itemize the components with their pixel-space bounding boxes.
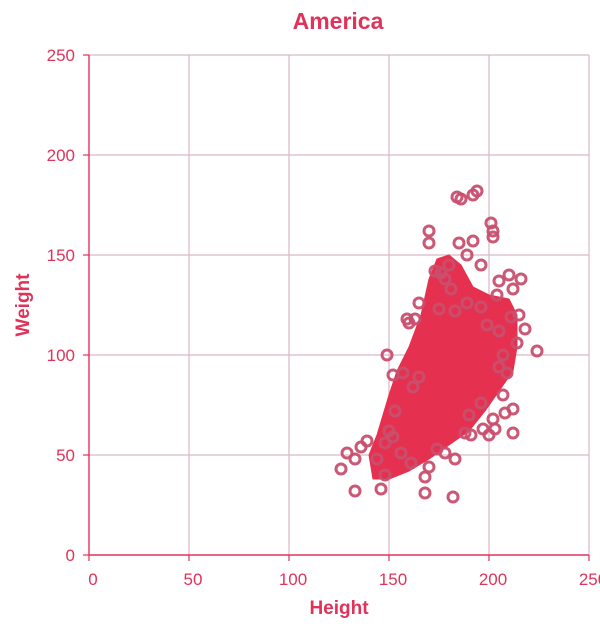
scatter-point <box>500 366 514 380</box>
scatter-point <box>428 264 442 278</box>
scatter-point <box>388 404 402 418</box>
scatter-point <box>412 296 426 310</box>
scatter-point <box>448 304 462 318</box>
scatter-point <box>448 452 462 466</box>
scatter-point <box>418 486 432 500</box>
scatter-point <box>348 452 362 466</box>
scatter-point <box>386 368 400 382</box>
scatter-point <box>446 490 460 504</box>
scatter-point <box>458 426 472 440</box>
grid <box>89 54 590 555</box>
scatter-point <box>506 282 520 296</box>
scatter-point <box>406 380 420 394</box>
scatter-point <box>442 258 456 272</box>
scatter-point <box>422 460 436 474</box>
scatter-point <box>474 258 488 272</box>
y-tick-label: 250 <box>47 46 75 65</box>
scatter-point <box>510 336 524 350</box>
scatter-point <box>496 388 510 402</box>
scatter-point <box>504 310 518 324</box>
scatter-point <box>474 300 488 314</box>
scatter-point <box>430 442 444 456</box>
x-tick-label: 150 <box>379 570 407 589</box>
scatter-point <box>490 288 504 302</box>
scatter-point <box>370 452 384 466</box>
scatter-point <box>452 236 466 250</box>
scatter-point <box>378 436 392 450</box>
scatter-point <box>334 462 348 476</box>
scatter-point <box>496 348 510 362</box>
scatter-point <box>408 312 422 326</box>
scatter-point <box>412 370 426 384</box>
scatter-point <box>486 230 500 244</box>
scatter-point <box>378 468 392 482</box>
scatter-point <box>530 344 544 358</box>
x-axis-title: Height <box>309 598 369 619</box>
scatter-point <box>506 402 520 416</box>
scatter-point <box>480 318 494 332</box>
y-tick-label: 100 <box>47 346 75 365</box>
x-tick-label: 100 <box>279 570 307 589</box>
scatter-point <box>488 422 502 436</box>
scatter-point <box>492 360 506 374</box>
scatter-point <box>348 484 362 498</box>
scatter-point <box>432 302 446 316</box>
scatter-point <box>502 268 516 282</box>
scatter-point <box>506 426 520 440</box>
y-tick-label: 200 <box>47 146 75 165</box>
scatter-point <box>460 248 474 262</box>
scatter-point <box>386 430 400 444</box>
x-tick-label: 250 <box>579 570 600 589</box>
scatter-point <box>470 184 484 198</box>
scatter-point <box>394 446 408 460</box>
x-tick-label: 200 <box>479 570 507 589</box>
scatter-point <box>422 224 436 238</box>
y-tick-label: 0 <box>66 546 75 565</box>
scatter-point <box>486 224 500 238</box>
scatter-point <box>514 272 528 286</box>
scatter-point <box>464 428 478 442</box>
scatter-point <box>340 446 354 460</box>
scatter-point <box>518 322 532 336</box>
scatter-point <box>474 396 488 410</box>
y-tick-label: 150 <box>47 246 75 265</box>
scatter-point <box>360 434 374 448</box>
scatter-point <box>444 282 458 296</box>
scatter-point <box>422 236 436 250</box>
chart-title: America <box>293 8 384 34</box>
x-tick-label: 0 <box>88 570 97 589</box>
scatter-point <box>484 216 498 230</box>
scatter-point <box>438 272 452 286</box>
y-axis-ticks: 0 50 100 150 200 250 <box>47 46 89 565</box>
scatter-point <box>418 470 432 484</box>
scatter-point <box>404 456 418 470</box>
x-axis-ticks: 0 50 100 150 200 250 <box>88 555 600 589</box>
scatter-point <box>466 234 480 248</box>
scatter-point <box>492 324 506 338</box>
scatter-point <box>374 482 388 496</box>
y-axis-title: Weight <box>13 273 34 337</box>
axes <box>88 55 589 556</box>
y-tick-label: 50 <box>56 446 75 465</box>
scatter-point <box>486 412 500 426</box>
scatter-point <box>512 308 526 322</box>
x-tick-label: 50 <box>184 570 203 589</box>
data-points <box>334 184 544 504</box>
scatter-point <box>454 192 468 206</box>
scatter-point <box>396 366 410 380</box>
scatter-point <box>460 296 474 310</box>
scatter-point <box>462 408 476 422</box>
scatter-point <box>380 348 394 362</box>
scatter-point <box>492 274 506 288</box>
